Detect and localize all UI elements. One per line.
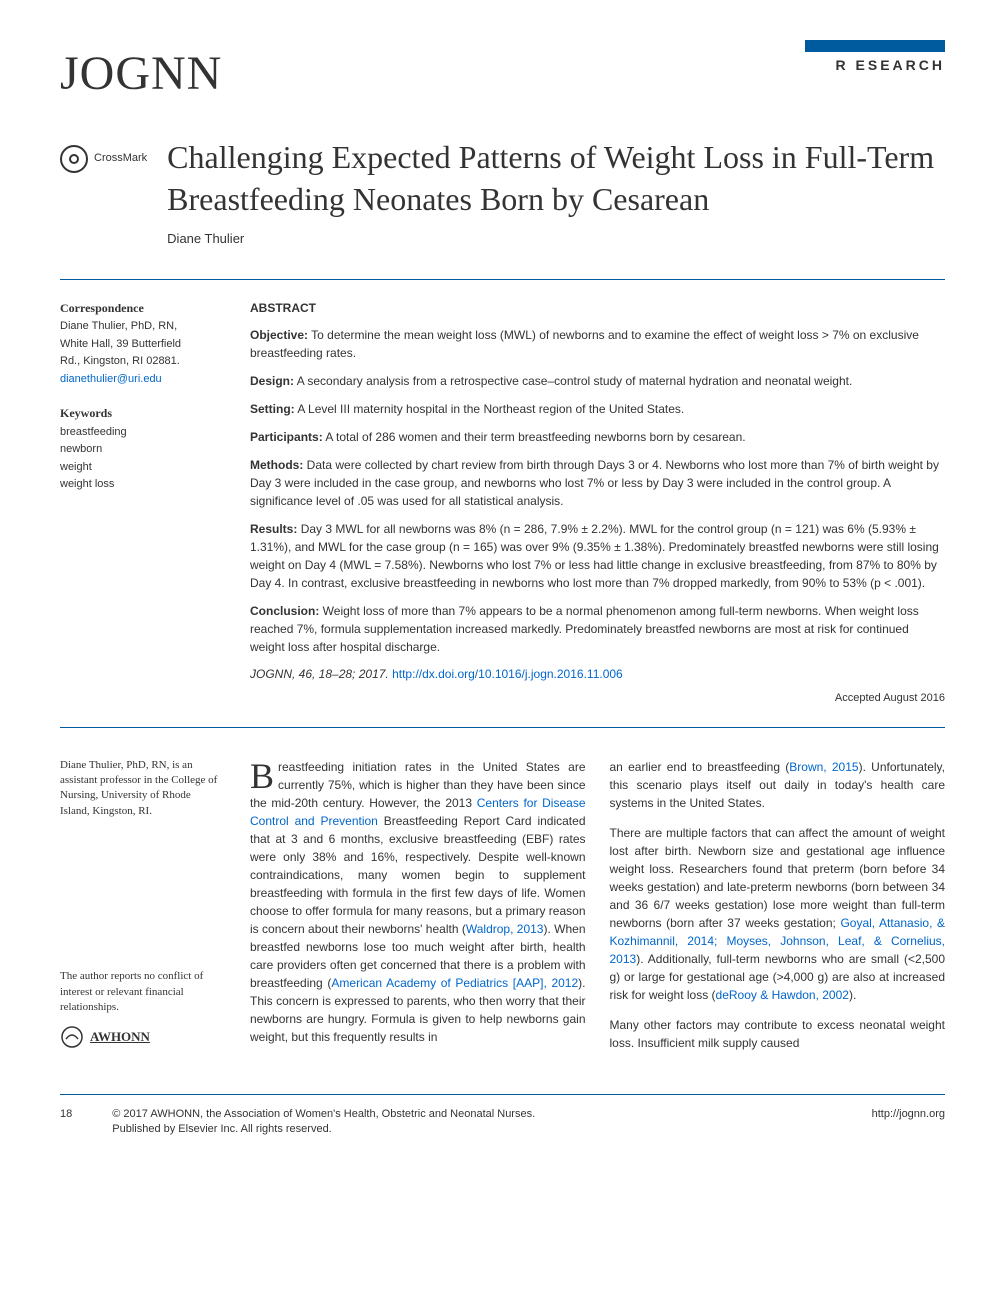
abstract-participants: Participants: A total of 286 women and t… bbox=[250, 428, 945, 446]
page-footer: 18 © 2017 AWHONN, the Association of Wom… bbox=[60, 1094, 945, 1138]
correspondence-addr2: Rd., Kingston, RI 02881. bbox=[60, 354, 220, 369]
dropcap: B bbox=[250, 758, 278, 791]
abstract-section: Correspondence Diane Thulier, PhD, RN, W… bbox=[60, 300, 945, 707]
divider bbox=[60, 727, 945, 728]
org-name: AWHONN bbox=[90, 1028, 150, 1046]
body-columns: Breastfeeding initiation rates in the Un… bbox=[250, 758, 945, 1064]
correspondence-addr1: White Hall, 39 Butterfield bbox=[60, 337, 220, 352]
body-sidebar: Diane Thulier, PhD, RN, is an assistant … bbox=[60, 758, 220, 1064]
publisher: Published by Elsevier Inc. All rights re… bbox=[112, 1122, 535, 1137]
keywords-block: Keywords breastfeeding newborn weight we… bbox=[60, 405, 220, 492]
section-badge: R ESEARCH bbox=[805, 40, 945, 76]
citation-link[interactable]: Brown, 2015 bbox=[789, 760, 858, 774]
abstract-methods: Methods: Data were collected by chart re… bbox=[250, 456, 945, 510]
awhonn-icon bbox=[60, 1025, 84, 1049]
abstract-design: Design: A secondary analysis from a retr… bbox=[250, 372, 945, 390]
abstract-objective: Objective: To determine the mean weight … bbox=[250, 326, 945, 362]
section-label: R ESEARCH bbox=[805, 56, 945, 76]
citation-link[interactable]: Waldrop, 2013 bbox=[466, 922, 544, 936]
citation-link[interactable]: American Academy of Pediatrics [AAP], 20… bbox=[331, 976, 578, 990]
correspondence-name: Diane Thulier, PhD, RN, bbox=[60, 319, 220, 334]
keyword-item: weight bbox=[60, 460, 220, 475]
correspondence-block: Correspondence Diane Thulier, PhD, RN, W… bbox=[60, 300, 220, 387]
left-sidebar: Correspondence Diane Thulier, PhD, RN, W… bbox=[60, 300, 220, 707]
abstract-label: ABSTRACT bbox=[250, 300, 945, 317]
crossmark-badge[interactable]: CrossMark bbox=[60, 137, 147, 173]
copyright: © 2017 AWHONN, the Association of Women'… bbox=[112, 1107, 535, 1122]
citation: JOGNN, 46, 18–28; 2017. http://dx.doi.or… bbox=[250, 666, 945, 683]
title-section: CrossMark Challenging Expected Patterns … bbox=[60, 137, 945, 248]
correspondence-email[interactable]: dianethulier@uri.edu bbox=[60, 372, 220, 387]
body-col-2: an earlier end to breastfeeding (Brown, … bbox=[610, 758, 946, 1064]
divider bbox=[60, 279, 945, 280]
conflict-statement: The author reports no conflict of intere… bbox=[60, 969, 220, 1015]
keywords-heading: Keywords bbox=[60, 405, 220, 422]
keyword-item: breastfeeding bbox=[60, 425, 220, 440]
footer-url[interactable]: http://jognn.org bbox=[872, 1107, 945, 1138]
body-section: Diane Thulier, PhD, RN, is an assistant … bbox=[60, 758, 945, 1064]
article-title: Challenging Expected Patterns of Weight … bbox=[167, 137, 945, 220]
page-number: 18 bbox=[60, 1107, 72, 1138]
journal-logo: JOGNN bbox=[60, 40, 222, 107]
body-paragraph: Many other factors may contribute to exc… bbox=[610, 1016, 946, 1052]
crossmark-label: CrossMark bbox=[94, 151, 147, 166]
crossmark-icon bbox=[60, 145, 88, 173]
abstract-conclusion: Conclusion: Weight loss of more than 7% … bbox=[250, 602, 945, 656]
keyword-item: newborn bbox=[60, 442, 220, 457]
doi-link[interactable]: http://dx.doi.org/10.1016/j.jogn.2016.11… bbox=[392, 667, 623, 681]
org-badge: AWHONN bbox=[60, 1025, 220, 1049]
correspondence-heading: Correspondence bbox=[60, 300, 220, 317]
body-col-1: Breastfeeding initiation rates in the Un… bbox=[250, 758, 586, 1064]
author-bio: Diane Thulier, PhD, RN, is an assistant … bbox=[60, 758, 220, 820]
author-name: Diane Thulier bbox=[167, 230, 945, 248]
accent-bar bbox=[805, 40, 945, 52]
abstract-results: Results: Day 3 MWL for all newborns was … bbox=[250, 520, 945, 592]
keyword-item: weight loss bbox=[60, 477, 220, 492]
accepted-date: Accepted August 2016 bbox=[250, 691, 945, 706]
abstract-main: ABSTRACT Objective: To determine the mea… bbox=[250, 300, 945, 707]
abstract-setting: Setting: A Level III maternity hospital … bbox=[250, 400, 945, 418]
page-header: JOGNN R ESEARCH bbox=[60, 40, 945, 107]
citation-link[interactable]: deRooy & Hawdon, 2002 bbox=[716, 988, 849, 1002]
